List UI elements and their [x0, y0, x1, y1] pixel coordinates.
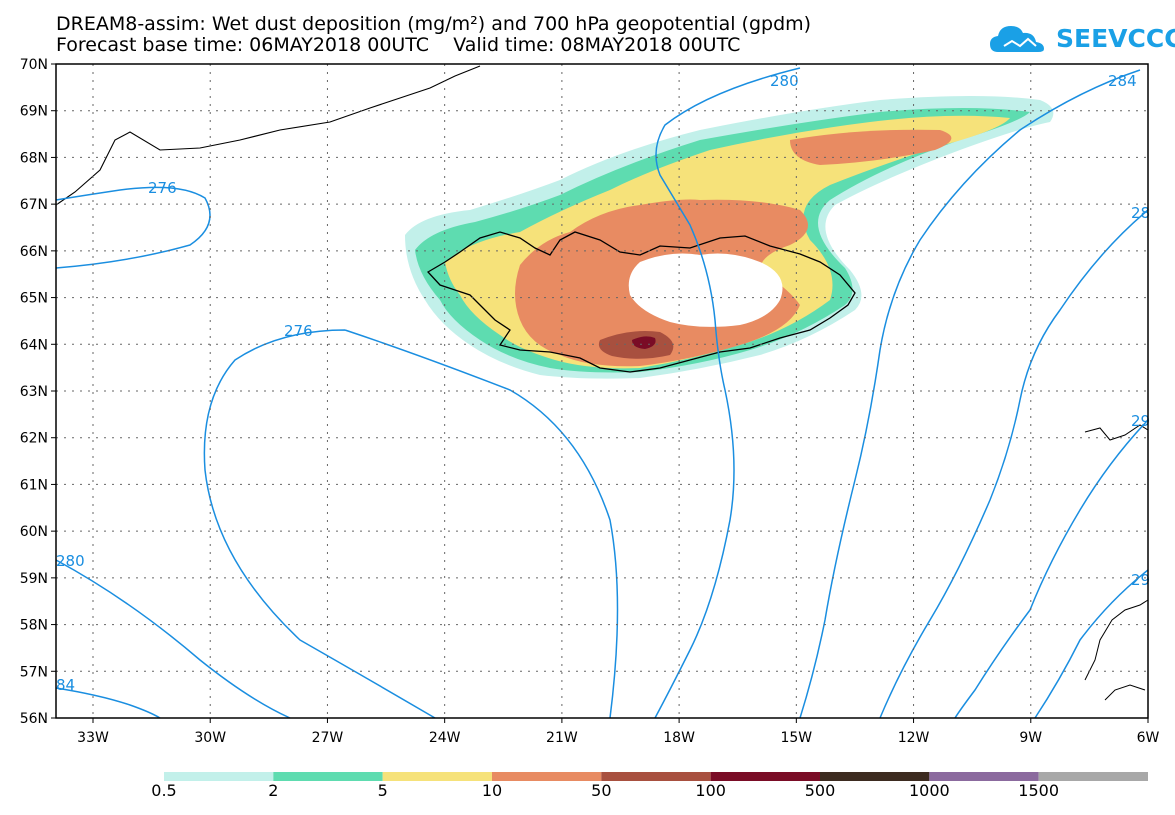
contour-label: 84 [56, 676, 75, 694]
lat-label: 60N [20, 524, 48, 540]
lon-axis: 33W 30W 27W 24W 21W 18W 15W 12W 9W 6W [77, 718, 1160, 746]
contour-284-southwest [55, 687, 161, 719]
lon-label: 6W [1137, 730, 1160, 746]
lon-label: 15W [780, 730, 812, 746]
colorbar-segment [273, 772, 383, 781]
colorbar-segment [382, 772, 492, 781]
lon-label: 21W [546, 730, 578, 746]
contour-292-east [954, 419, 1149, 719]
plot-area: 276 276 280 284 280 84 28 29 29 70N 69N 68… [20, 57, 1160, 746]
contour-280-southwest [55, 559, 291, 719]
lat-label: 66N [20, 244, 48, 260]
lon-label: 12W [898, 730, 930, 746]
lat-axis: 70N 69N 68N 67N 66N 65N 64N 63N 62N 61N 60N 59N 58N 5… [20, 57, 56, 727]
geopotential-contours [55, 67, 1149, 719]
colorbar-label: 0.5 [151, 781, 177, 800]
lat-label: 67N [20, 197, 48, 213]
contour-labels: 276 276 280 284 280 84 28 29 29 [56, 72, 1150, 694]
colorbar-segment [710, 772, 820, 781]
lon-label: 24W [429, 730, 461, 746]
contour-label: 28 [1131, 204, 1150, 222]
colorbar-segment [929, 772, 1039, 781]
lat-label: 61N [20, 477, 48, 493]
lat-label: 65N [20, 291, 48, 307]
map-title-line2: Forecast base time: 06MAY2018 00UTC Vali… [56, 34, 741, 56]
lon-label: 27W [312, 730, 344, 746]
contour-296-east [1034, 569, 1149, 719]
cloud-logo-icon [990, 26, 1044, 52]
contour-label: 284 [1108, 72, 1137, 90]
contour-284-east [799, 69, 1141, 719]
dust-shade-10b [790, 129, 952, 165]
lon-label: 33W [77, 730, 109, 746]
colorbar-label: 1000 [908, 781, 950, 800]
colorbar-label: 1500 [1018, 781, 1060, 800]
contour-label: 276 [148, 179, 177, 197]
colorbar-segment [492, 772, 602, 781]
lat-label: 58N [20, 618, 48, 634]
map-title-line1: DREAM8-assim: Wet dust deposition (mg/m²… [56, 13, 812, 35]
colorbar-label: 10 [481, 781, 503, 800]
lat-label: 59N [20, 571, 48, 587]
contour-276-west [55, 186, 211, 269]
lat-label: 62N [20, 431, 48, 447]
contour-280-central [654, 67, 801, 719]
contour-label: 280 [770, 72, 799, 90]
contour-label: 29 [1131, 412, 1150, 430]
no-deposition-area [628, 253, 783, 327]
contour-label: 276 [284, 322, 313, 340]
colorbar-label: 50 [591, 781, 612, 800]
colorbar-label: 2 [268, 781, 279, 800]
scotland-coastline [1084, 599, 1149, 701]
contour-label: 280 [56, 552, 85, 570]
lon-label: 30W [194, 730, 226, 746]
faroe-coastline [1084, 424, 1149, 441]
contour-276-south [203, 329, 619, 719]
logo-text: SEEVCCC [1056, 24, 1175, 53]
lat-label: 57N [20, 664, 48, 680]
graticule [56, 64, 1148, 718]
colorbar-segment [164, 772, 274, 781]
colorbar-label: 5 [377, 781, 388, 800]
lat-label: 64N [20, 337, 48, 353]
colorbar-segment [820, 772, 930, 781]
lat-label: 63N [20, 384, 48, 400]
lat-label: 69N [20, 104, 48, 120]
colorbar-segment [601, 772, 711, 781]
colorbar-label: 100 [695, 781, 726, 800]
contour-label: 29 [1131, 571, 1150, 589]
colorbar-segment [1038, 772, 1148, 781]
iceland-coastline [426, 231, 856, 373]
colorbar-label: 500 [804, 781, 836, 800]
lat-label: 70N [20, 57, 48, 73]
lon-label: 9W [1019, 730, 1042, 746]
lat-label: 56N [20, 711, 48, 727]
lat-label: 68N [20, 150, 48, 166]
greenland-coastline [55, 65, 481, 206]
contour-288-east [879, 209, 1149, 719]
dust-shade-100 [632, 336, 656, 349]
colorbar [164, 772, 1148, 781]
lon-label: 18W [663, 730, 695, 746]
